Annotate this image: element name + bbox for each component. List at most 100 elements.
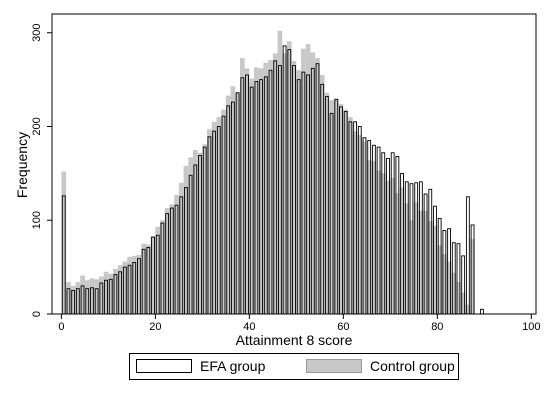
control-bar	[178, 182, 184, 314]
control-bar	[164, 208, 170, 314]
control-bar	[80, 275, 85, 314]
y-tick-label: 100	[31, 211, 43, 229]
control-bar	[160, 220, 165, 314]
control-bar	[451, 272, 457, 314]
control-bar	[113, 269, 118, 314]
control-bar	[310, 52, 316, 314]
control-bar	[108, 273, 114, 314]
control-bar	[197, 152, 203, 314]
control-bar	[94, 279, 99, 314]
control-bar	[380, 173, 386, 314]
control-bar	[315, 58, 320, 314]
control-bar	[442, 254, 447, 314]
control-bar	[418, 210, 424, 314]
control-bar	[409, 220, 414, 314]
control-bar	[207, 129, 212, 314]
control-bar	[211, 121, 217, 314]
control-bar	[301, 48, 306, 314]
x-axis-label: Attainment 8 score	[236, 332, 353, 348]
control-bar	[423, 210, 428, 314]
control-bar	[249, 78, 255, 314]
control-bar	[362, 141, 367, 314]
control-bar	[357, 134, 363, 314]
control-bar	[192, 149, 198, 314]
control-bar	[277, 30, 283, 314]
control-bar	[432, 225, 438, 314]
control-bar	[117, 265, 123, 314]
control-bar	[145, 244, 151, 314]
control-bar	[268, 59, 273, 314]
x-tick-label: 20	[149, 321, 161, 333]
y-tick-label: 300	[31, 24, 43, 42]
control-bar	[89, 278, 95, 314]
control-bar	[319, 74, 325, 314]
legend-label-control: Control group	[370, 358, 455, 374]
control-bar	[70, 285, 76, 314]
control-bar	[188, 157, 193, 314]
control-bar	[174, 194, 179, 314]
efa-bar	[465, 196, 470, 315]
control-bar	[258, 68, 264, 314]
control-bar	[131, 255, 137, 314]
x-tick-label: 80	[431, 321, 443, 333]
control-bar	[338, 104, 344, 314]
control-bar	[202, 144, 208, 314]
control-bar	[155, 226, 161, 314]
control-bar	[169, 204, 175, 314]
control-bar	[254, 67, 259, 314]
control-bar	[376, 170, 381, 314]
control-bar	[324, 92, 330, 314]
x-tick-label: 60	[337, 321, 349, 333]
control-bar	[437, 245, 443, 314]
control-bar	[366, 160, 372, 314]
control-bar	[390, 178, 396, 314]
bars-layer	[61, 30, 484, 315]
control-bar	[122, 261, 128, 314]
legend-swatch-efa	[136, 359, 192, 373]
control-bar	[61, 171, 67, 314]
y-tick-label: 0	[31, 311, 43, 317]
control-bar	[352, 131, 358, 314]
efa-bar	[480, 308, 484, 315]
legend-swatch-control	[306, 359, 362, 373]
control-bar	[385, 180, 391, 314]
control-bar	[456, 282, 461, 314]
control-bar	[286, 41, 292, 314]
control-bar	[75, 282, 81, 314]
control-bar	[127, 256, 132, 314]
control-bar	[136, 254, 142, 314]
control-bar	[446, 261, 452, 314]
axes-layer: 0 100 200 300 0 20 40 60 80 100	[31, 13, 540, 333]
legend: EFA group Control group	[129, 353, 459, 380]
control-bar	[103, 271, 109, 314]
control-bar	[272, 53, 278, 314]
control-bar	[84, 280, 90, 314]
control-bar	[399, 187, 405, 314]
control-bar	[235, 92, 240, 314]
control-bar	[343, 109, 349, 314]
x-tick-label: 0	[58, 321, 64, 333]
control-bar	[282, 53, 287, 314]
control-bar	[348, 117, 353, 314]
control-bar	[66, 282, 71, 314]
control-bar	[305, 44, 311, 314]
control-bar	[413, 202, 419, 314]
control-bar	[141, 243, 146, 314]
control-bar	[244, 68, 250, 314]
y-axis-label: Frequency	[14, 132, 30, 198]
control-bar	[230, 86, 236, 314]
control-bar	[395, 193, 400, 314]
control-bar	[221, 109, 226, 314]
control-bar	[470, 239, 475, 314]
control-bar	[371, 161, 377, 314]
control-bar	[465, 304, 471, 314]
control-bar	[216, 117, 222, 314]
control-bar	[404, 203, 410, 314]
control-bar	[333, 99, 339, 314]
control-bar	[98, 276, 104, 314]
plot-frame	[51, 13, 537, 315]
legend-item-control: Control group	[306, 359, 455, 373]
control-bar	[460, 292, 466, 314]
x-tick-label: 40	[243, 321, 255, 333]
